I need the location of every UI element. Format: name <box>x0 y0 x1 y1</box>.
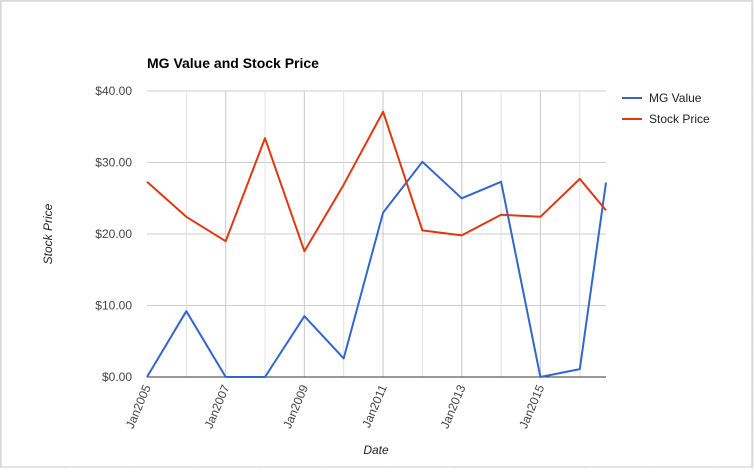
y-tick-label: $40.00 <box>95 84 132 98</box>
legend[interactable]: MG Value Stock Price <box>622 91 710 126</box>
series-line-stock-price[interactable] <box>146 110 607 253</box>
legend-label: Stock Price <box>649 112 710 126</box>
y-tick-label: $20.00 <box>95 227 132 241</box>
y-axis-title: Stock Price <box>41 203 55 264</box>
y-axis-ticks: $0.00 $10.00 $20.00 $30.00 $40.00 <box>95 84 132 384</box>
x-axis-title: Date <box>363 443 389 457</box>
legend-label: MG Value <box>649 91 702 105</box>
series-line-mg-value[interactable] <box>146 160 607 378</box>
y-tick-label: $10.00 <box>95 299 132 313</box>
y-tick-label: $0.00 <box>102 370 132 384</box>
series-layer <box>146 110 607 378</box>
chart-title: MG Value and Stock Price <box>147 55 319 71</box>
y-tick-label: $30.00 <box>95 156 132 170</box>
